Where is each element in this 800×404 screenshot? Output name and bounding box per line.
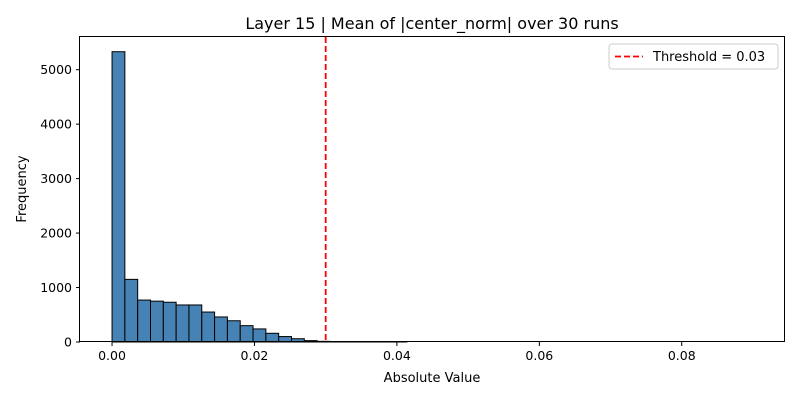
plot-frame — [80, 37, 785, 342]
histogram-bar — [202, 312, 215, 342]
histogram-bar — [125, 279, 138, 342]
y-tick-label: 0 — [64, 335, 72, 350]
y-tick-label: 1000 — [40, 280, 72, 295]
histogram-bar — [253, 329, 266, 342]
histogram-bar — [163, 302, 176, 342]
histogram-bar — [227, 321, 240, 342]
y-tick-label: 2000 — [40, 226, 72, 241]
y-tick-label: 3000 — [40, 171, 72, 186]
x-tick-label: 0.06 — [525, 348, 553, 363]
legend-threshold-label: Threshold = 0.03 — [652, 50, 765, 65]
histogram-bar — [240, 326, 253, 342]
x-tick-label: 0.00 — [98, 348, 126, 363]
histogram-bar — [215, 317, 228, 342]
legend: Threshold = 0.03 — [609, 44, 778, 69]
histogram-bar — [151, 301, 164, 342]
histogram-bar — [176, 305, 189, 342]
x-tick-label: 0.04 — [383, 348, 411, 363]
x-tick-label: 0.08 — [668, 348, 696, 363]
y-tick-label: 5000 — [40, 62, 72, 77]
x-tick-label: 0.02 — [241, 348, 269, 363]
chart-title: Layer 15 | Mean of |center_norm| over 30… — [245, 14, 618, 34]
y-tick-label: 4000 — [40, 117, 72, 132]
histogram-bar — [112, 52, 125, 342]
x-axis: 0.00 0.02 0.04 0.06 0.08 — [98, 342, 696, 363]
histogram-bar — [138, 300, 151, 342]
histogram-bar — [189, 305, 202, 342]
histogram-bar — [266, 333, 279, 342]
y-axis: 0 1000 2000 3000 4000 5000 — [40, 62, 80, 349]
y-axis-label: Frequency — [15, 155, 30, 222]
bars-layer — [112, 52, 407, 342]
x-axis-label: Absolute Value — [384, 371, 481, 386]
